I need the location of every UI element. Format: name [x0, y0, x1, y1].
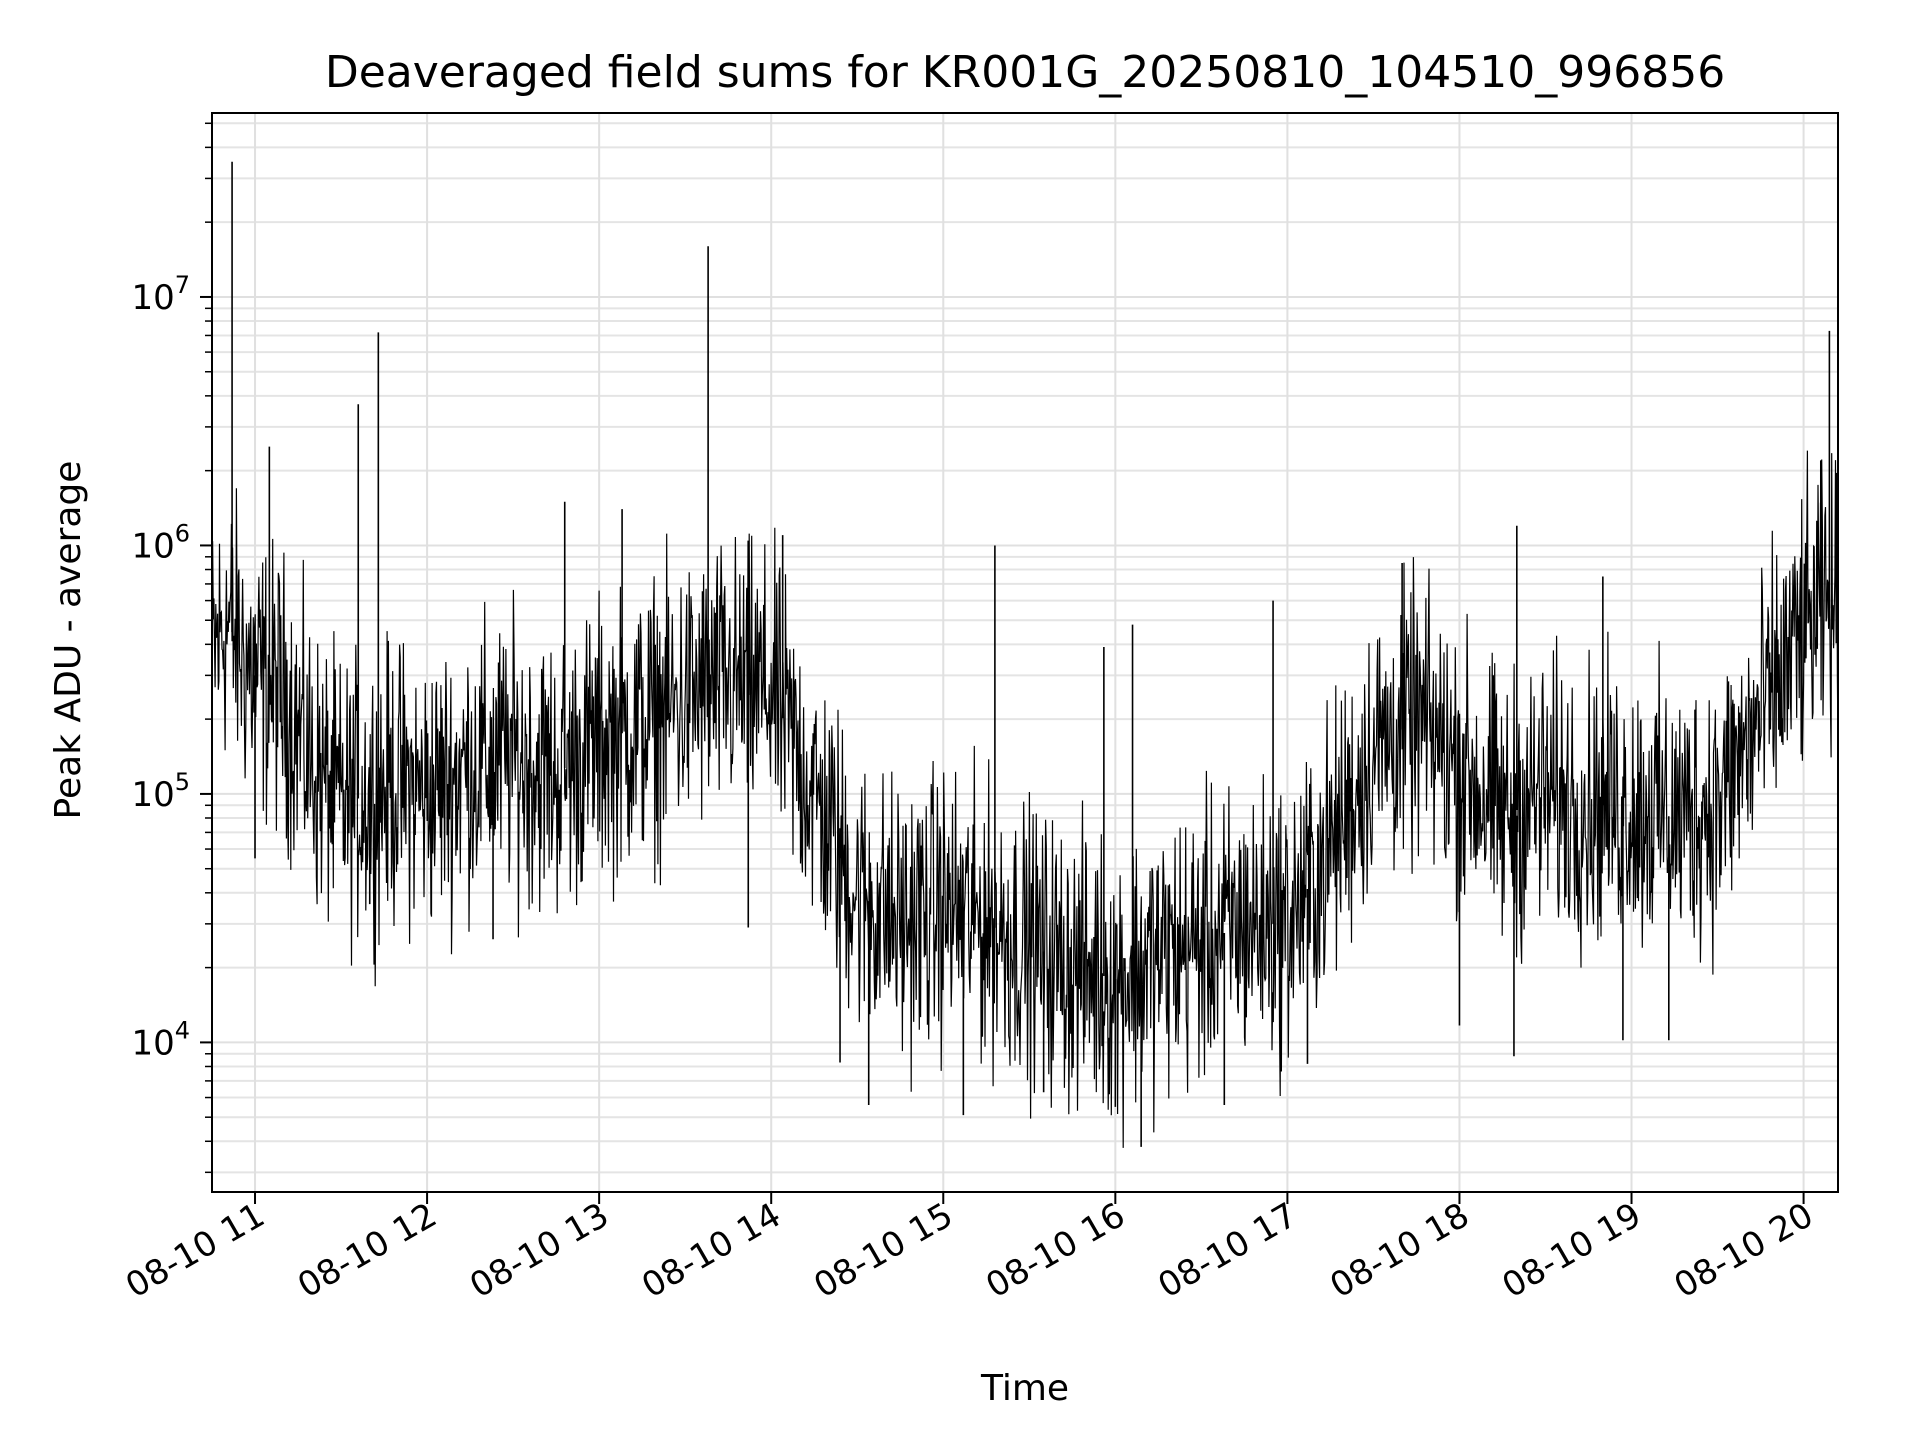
- y-tick-label: 107: [131, 271, 190, 318]
- y-axis: 104 105 106 107: [131, 122, 212, 1174]
- x-axis-label: Time: [980, 1368, 1069, 1409]
- chart-title: Deaveraged field sums for KR001G_2025081…: [325, 47, 1725, 98]
- plot-frame: [211, 112, 1839, 1193]
- series-line: [211, 450, 1839, 1148]
- y-tick-label: 105: [131, 768, 190, 815]
- y-tick-label: 106: [131, 519, 190, 566]
- y-tick-label: 104: [131, 1016, 190, 1063]
- y-axis-label: Peak ADU - average: [48, 461, 89, 820]
- plot-area: [211, 161, 1839, 1148]
- major-gridlines: [212, 113, 1838, 1192]
